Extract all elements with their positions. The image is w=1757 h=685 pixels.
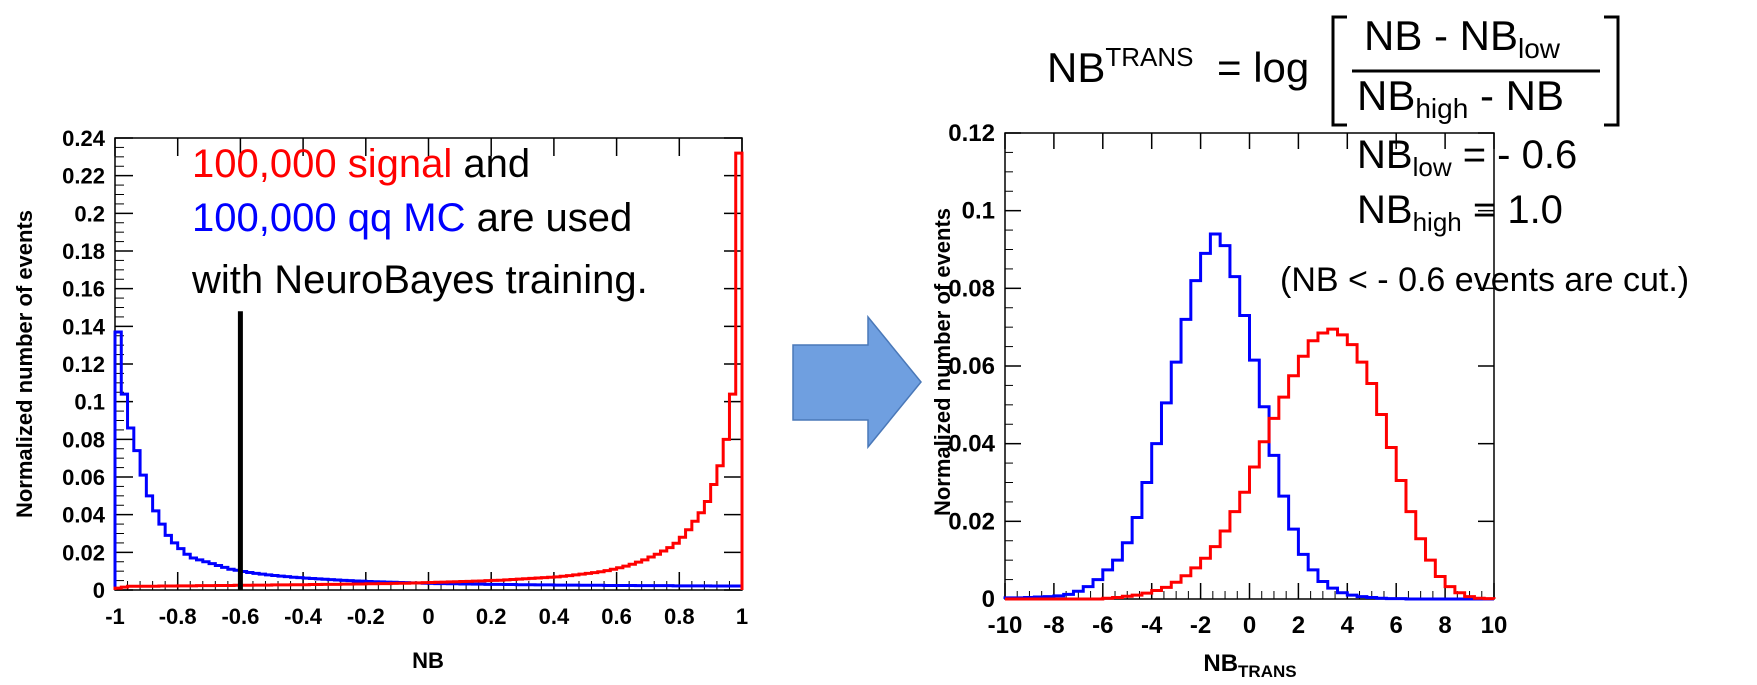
formula-lhs-nb: NB bbox=[1047, 44, 1105, 91]
y-tick-label: 0.12 bbox=[948, 120, 995, 147]
annotation-and: and bbox=[452, 142, 530, 186]
y-tick-label: 0 bbox=[93, 578, 105, 603]
nb-low-value: = - 0.6 bbox=[1452, 133, 1578, 177]
y-tick-label: 0.08 bbox=[62, 427, 105, 452]
nb-low-definition: NBlow = - 0.6 bbox=[1357, 133, 1577, 182]
right-x-axis-label-main: NB bbox=[1203, 650, 1238, 677]
formula-left-bracket bbox=[1331, 15, 1347, 127]
x-tick-label: 0.2 bbox=[476, 604, 507, 629]
x-tick-label: -8 bbox=[1043, 612, 1064, 639]
nb-high-label: NB bbox=[1357, 188, 1413, 232]
formula-num-sub: low bbox=[1518, 33, 1561, 64]
formula-numerator: NB - NBlow bbox=[1364, 12, 1561, 64]
right-x-axis-label: NBTRANS bbox=[1203, 650, 1296, 681]
right-plot-frame bbox=[1004, 132, 1495, 600]
y-tick-label: 0.1 bbox=[74, 390, 105, 415]
formula-right-bracket bbox=[1604, 15, 1620, 127]
right-arrow-icon bbox=[792, 314, 922, 450]
x-tick-label: 0.6 bbox=[601, 604, 632, 629]
formula-den-nb: NB bbox=[1357, 72, 1415, 119]
x-tick-label: -0.6 bbox=[221, 604, 259, 629]
left-ticks bbox=[114, 137, 743, 591]
x-tick-label: -10 bbox=[988, 612, 1023, 639]
right-y-axis-label: Normalized number of events bbox=[930, 208, 955, 516]
left-y-tick-labels: 0 0.02 0.04 0.06 0.08 0.1 0.12 0.14 0.16 0.18 0.2 0… bbox=[62, 126, 106, 603]
nb-high-sub: high bbox=[1413, 207, 1462, 237]
x-tick-label: 4 bbox=[1341, 612, 1355, 639]
left-chart: 0 0.02 0.04 0.06 0.08 0.1 0.12 0.14 0.16 0.18 0.2 0… bbox=[12, 126, 748, 673]
nb-low-label: NB bbox=[1357, 133, 1413, 177]
cut-note: (NB < - 0.6 events are cut.) bbox=[1280, 261, 1689, 299]
left-x-tick-labels: -1 -0.8 -0.6 -0.4 -0.2 0 0.2 0.4 0.6 0.8 1 bbox=[105, 604, 748, 629]
x-tick-label: 8 bbox=[1438, 612, 1451, 639]
y-tick-label: 0 bbox=[982, 586, 995, 613]
y-tick-label: 0.06 bbox=[62, 465, 105, 490]
left-series-signal bbox=[113, 151, 744, 590]
y-tick-label: 0.04 bbox=[948, 431, 995, 458]
annotation-line-1: 100,000 signal and bbox=[192, 142, 530, 186]
formula-lhs-sup: TRANS bbox=[1105, 42, 1193, 72]
x-tick-label: 1 bbox=[736, 604, 748, 629]
y-tick-label: 0.02 bbox=[948, 508, 995, 535]
formula-num-text: NB - NB bbox=[1364, 12, 1518, 59]
annotation-are-used: are used bbox=[466, 196, 633, 240]
formula-den-sub: high bbox=[1415, 93, 1468, 124]
nb-high-value: = 1.0 bbox=[1462, 188, 1563, 232]
x-tick-label: -4 bbox=[1141, 612, 1163, 639]
left-x-axis-label: NB bbox=[412, 648, 444, 673]
annotation-qq-mc: 100,000 qq MC bbox=[192, 196, 466, 240]
y-tick-label: 0.12 bbox=[62, 352, 105, 377]
x-tick-label: 0 bbox=[1243, 612, 1256, 639]
nb-high-definition: NBhigh = 1.0 bbox=[1357, 188, 1563, 237]
right-series-qq-mc bbox=[1003, 232, 1494, 601]
left-y-axis-label: Normalized number of events bbox=[12, 210, 37, 518]
x-tick-label: -0.2 bbox=[347, 604, 385, 629]
y-tick-label: 0.16 bbox=[62, 277, 105, 302]
x-tick-label: -2 bbox=[1190, 612, 1211, 639]
y-tick-label: 0.14 bbox=[62, 314, 106, 339]
left-series-qq-mc bbox=[113, 330, 744, 590]
annotation-line-2: 100,000 qq MC are used bbox=[192, 196, 632, 240]
formula-den-tail: - NB bbox=[1468, 72, 1564, 119]
y-tick-label: 0.24 bbox=[62, 126, 106, 151]
formula-lhs: NBTRANS bbox=[1047, 42, 1193, 91]
x-tick-label: 0 bbox=[422, 604, 434, 629]
y-tick-label: 0.1 bbox=[962, 198, 995, 225]
right-series-signal bbox=[1005, 327, 1496, 601]
x-tick-label: 2 bbox=[1292, 612, 1305, 639]
right-y-tick-labels: 0 0.02 0.04 0.06 0.08 0.1 0.12 bbox=[948, 120, 995, 613]
formula-denominator: NBhigh - NB bbox=[1357, 72, 1564, 124]
x-tick-label: 0.8 bbox=[664, 604, 695, 629]
x-tick-label: -1 bbox=[105, 604, 125, 629]
x-tick-label: 6 bbox=[1390, 612, 1403, 639]
x-tick-label: -6 bbox=[1092, 612, 1113, 639]
x-tick-label: 0.4 bbox=[539, 604, 570, 629]
x-tick-label: -0.8 bbox=[159, 604, 197, 629]
right-ticks bbox=[1004, 132, 1495, 600]
annotation-signal: 100,000 signal bbox=[192, 142, 452, 186]
y-tick-label: 0.08 bbox=[948, 275, 995, 302]
annotation-line-3: with NeuroBayes training. bbox=[191, 258, 648, 302]
y-tick-label: 0.02 bbox=[62, 540, 105, 565]
y-tick-label: 0.06 bbox=[948, 353, 995, 380]
y-tick-label: 0.22 bbox=[62, 164, 105, 189]
right-x-axis-label-sub: TRANS bbox=[1238, 662, 1297, 681]
x-tick-label: -0.4 bbox=[284, 604, 323, 629]
nb-low-sub: low bbox=[1413, 152, 1452, 182]
right-chart: 0 0.02 0.04 0.06 0.08 0.1 0.12 -10 -8 -6 -4 -2 0 2 4 6… bbox=[930, 120, 1507, 681]
y-tick-label: 0.18 bbox=[62, 239, 105, 264]
transform-formula: NBTRANS = log NB - NBlow NBhigh - NB NBl… bbox=[1047, 12, 1689, 299]
formula-eq-log: = log bbox=[1217, 44, 1309, 91]
y-tick-label: 0.04 bbox=[62, 503, 106, 528]
right-x-tick-labels: -10 -8 -6 -4 -2 0 2 4 6 8 10 bbox=[988, 612, 1508, 639]
x-tick-label: 10 bbox=[1481, 612, 1508, 639]
y-tick-label: 0.2 bbox=[74, 201, 105, 226]
